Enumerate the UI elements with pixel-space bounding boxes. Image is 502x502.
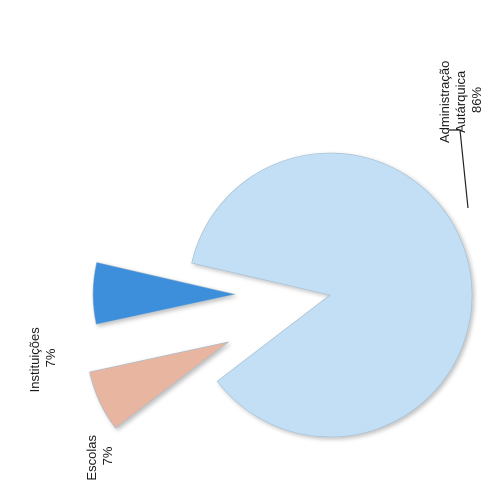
slice-label-escolas: Escolas 7% (84, 431, 115, 480)
slice-label-administracao: Administração Autárquica 86% (437, 57, 484, 143)
slice-label-instituicoes: Instituições 7% (27, 324, 58, 393)
pie-slice-instituicoes (89, 341, 229, 429)
pie-slice-administracao (191, 152, 473, 438)
leader-line-administracao (449, 129, 469, 209)
pie-slices (89, 152, 473, 438)
pie-slice-escolas (92, 262, 236, 325)
